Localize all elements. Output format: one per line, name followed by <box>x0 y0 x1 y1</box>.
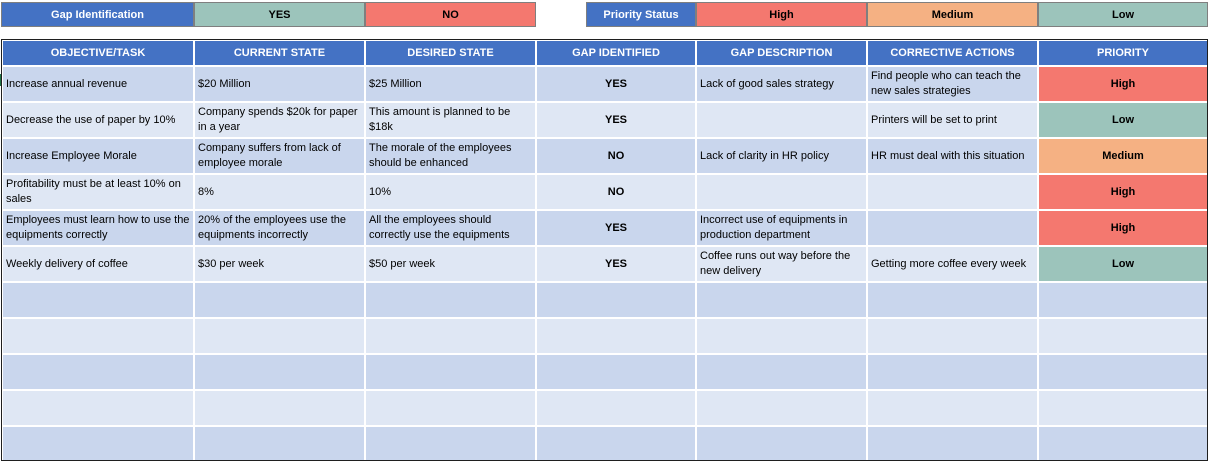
priority-legend-low[interactable]: Low <box>1038 2 1208 27</box>
column-header-priority[interactable]: PRIORITY <box>1038 40 1208 66</box>
cell-desired-state[interactable] <box>365 318 536 354</box>
column-header-gap-identified[interactable]: GAP IDENTIFIED <box>536 40 696 66</box>
cell-objective[interactable] <box>2 426 194 462</box>
gap-identification-label[interactable]: Gap Identification <box>1 2 194 27</box>
cell-gap-identified[interactable]: NO <box>536 174 696 210</box>
cell-corrective-actions[interactable] <box>867 390 1038 426</box>
cell-desired-state[interactable]: $25 Million <box>365 66 536 102</box>
cell-gap-identified[interactable]: YES <box>536 210 696 246</box>
cell-gap-description[interactable]: Incorrect use of equipments in productio… <box>696 210 867 246</box>
cell-priority[interactable] <box>1038 282 1208 318</box>
priority-status-label[interactable]: Priority Status <box>586 2 696 27</box>
cell-corrective-actions[interactable] <box>867 282 1038 318</box>
cell-gap-description[interactable] <box>696 174 867 210</box>
column-header-desired-state[interactable]: DESIRED STATE <box>365 40 536 66</box>
cell-current-state[interactable] <box>194 426 365 462</box>
cell-gap-description[interactable]: Lack of clarity in HR policy <box>696 138 867 174</box>
cell-desired-state[interactable] <box>365 354 536 390</box>
cell-objective[interactable] <box>2 390 194 426</box>
cell-corrective-actions[interactable]: Find people who can teach the new sales … <box>867 66 1038 102</box>
cell-priority[interactable] <box>1038 354 1208 390</box>
cell-current-state[interactable] <box>194 354 365 390</box>
cell-corrective-actions[interactable]: Getting more coffee every week <box>867 246 1038 282</box>
cell-gap-identified[interactable] <box>536 354 696 390</box>
cell-gap-identified[interactable]: YES <box>536 246 696 282</box>
cell-priority[interactable]: High <box>1038 174 1208 210</box>
cell-priority[interactable] <box>1038 390 1208 426</box>
priority-legend-medium[interactable]: Medium <box>867 2 1038 27</box>
cell-current-state[interactable]: Company suffers from lack of employee mo… <box>194 138 365 174</box>
cell-objective[interactable] <box>2 318 194 354</box>
cell-corrective-actions[interactable]: Printers will be set to print <box>867 102 1038 138</box>
cell-objective[interactable]: Employees must learn how to use the equi… <box>2 210 194 246</box>
cell-gap-identified[interactable] <box>536 426 696 462</box>
cell-gap-description[interactable] <box>696 318 867 354</box>
cell-gap-description[interactable] <box>696 102 867 138</box>
cell-desired-state[interactable] <box>365 426 536 462</box>
column-header-corrective-actions[interactable]: CORRECTIVE ACTIONS <box>867 40 1038 66</box>
cell-objective[interactable] <box>2 354 194 390</box>
cell-desired-state[interactable]: All the employees should correctly use t… <box>365 210 536 246</box>
column-header-gap-description[interactable]: GAP DESCRIPTION <box>696 40 867 66</box>
cell-current-state[interactable] <box>194 282 365 318</box>
cell-corrective-actions[interactable] <box>867 210 1038 246</box>
cell-gap-description[interactable] <box>696 390 867 426</box>
cell-objective[interactable] <box>2 282 194 318</box>
cell-gap-description[interactable] <box>696 426 867 462</box>
cell-corrective-actions[interactable] <box>867 174 1038 210</box>
cell-gap-identified[interactable]: YES <box>536 102 696 138</box>
cell-current-state[interactable]: Company spends $20k for paper in a year <box>194 102 365 138</box>
column-header-objective[interactable]: OBJECTIVE/TASK <box>2 40 194 66</box>
cell-current-state[interactable] <box>194 390 365 426</box>
cell-current-state[interactable]: 8% <box>194 174 365 210</box>
cell-gap-identified[interactable]: NO <box>536 138 696 174</box>
cell-current-state[interactable]: 20% of the employees use the equipments … <box>194 210 365 246</box>
column-header-current-state[interactable]: CURRENT STATE <box>194 40 365 66</box>
cell-gap-identified[interactable] <box>536 390 696 426</box>
cell-desired-state[interactable] <box>365 390 536 426</box>
gap-legend-no[interactable]: NO <box>365 2 536 27</box>
cell-desired-state[interactable]: This amount is planned to be $18k <box>365 102 536 138</box>
cell-priority[interactable]: High <box>1038 210 1208 246</box>
cell-priority[interactable] <box>1038 426 1208 462</box>
cell-priority[interactable]: Low <box>1038 102 1208 138</box>
cell-desired-state[interactable]: $50 per week <box>365 246 536 282</box>
gap-legend-yes[interactable]: YES <box>194 2 365 27</box>
priority-legend-high[interactable]: High <box>696 2 867 27</box>
cell-corrective-actions[interactable]: HR must deal with this situation <box>867 138 1038 174</box>
cell-corrective-actions[interactable] <box>867 426 1038 462</box>
cell-objective[interactable]: Profitability must be at least 10% on sa… <box>2 174 194 210</box>
cell-priority[interactable]: Medium <box>1038 138 1208 174</box>
cell-desired-state[interactable]: The morale of the employees should be en… <box>365 138 536 174</box>
cell-objective[interactable]: Decrease the use of paper by 10% <box>2 102 194 138</box>
cell-corrective-actions[interactable] <box>867 318 1038 354</box>
cell-desired-state[interactable] <box>365 282 536 318</box>
cell-corrective-actions[interactable] <box>867 354 1038 390</box>
cell-gap-identified[interactable] <box>536 318 696 354</box>
cell-current-state[interactable]: $30 per week <box>194 246 365 282</box>
cell-objective[interactable]: Increase annual revenue <box>2 66 194 102</box>
cell-gap-description[interactable] <box>696 354 867 390</box>
cell-desired-state[interactable]: 10% <box>365 174 536 210</box>
cell-priority[interactable]: Low <box>1038 246 1208 282</box>
cell-selection-marker <box>0 74 2 86</box>
cell-gap-description[interactable]: Lack of good sales strategy <box>696 66 867 102</box>
cell-objective[interactable]: Increase Employee Morale <box>2 138 194 174</box>
cell-current-state[interactable] <box>194 318 365 354</box>
cell-priority[interactable]: High <box>1038 66 1208 102</box>
cell-priority[interactable] <box>1038 318 1208 354</box>
cell-gap-identified[interactable]: YES <box>536 66 696 102</box>
cell-objective[interactable]: Weekly delivery of coffee <box>2 246 194 282</box>
cell-current-state[interactable]: $20 Million <box>194 66 365 102</box>
cell-gap-identified[interactable] <box>536 282 696 318</box>
cell-gap-description[interactable] <box>696 282 867 318</box>
cell-gap-description[interactable]: Coffee runs out way before the new deliv… <box>696 246 867 282</box>
